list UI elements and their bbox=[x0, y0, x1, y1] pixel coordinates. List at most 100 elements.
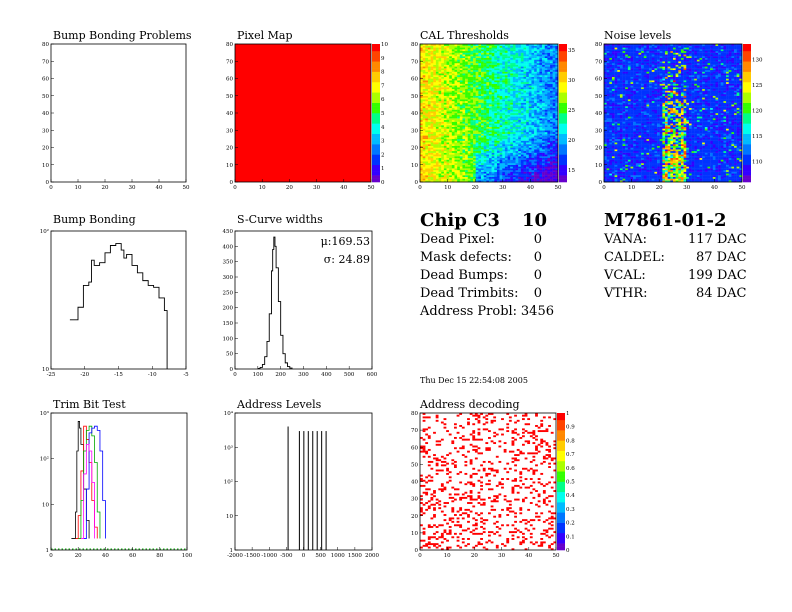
heatmap-cell bbox=[499, 126, 503, 129]
heatmap-cell bbox=[555, 161, 559, 164]
heatmap-cell bbox=[526, 152, 529, 155]
heatmap-cell bbox=[510, 166, 514, 169]
heatmap-cell bbox=[523, 138, 527, 141]
heatmap-cell bbox=[550, 47, 553, 50]
heatmap-cell bbox=[422, 137, 426, 140]
heatmap-cell bbox=[481, 66, 484, 69]
heatmap-cell bbox=[475, 44, 479, 46]
heatmap-cell bbox=[539, 69, 543, 72]
heatmap-cell bbox=[518, 56, 522, 58]
heatmap-cell bbox=[473, 68, 476, 71]
heatmap-cell bbox=[451, 140, 455, 143]
heatmap-cell bbox=[550, 163, 553, 165]
heatmap-cell bbox=[422, 157, 426, 160]
heatmap-cell bbox=[531, 80, 535, 83]
heatmap-cell bbox=[494, 147, 498, 150]
heatmap-cell bbox=[604, 130, 607, 133]
heatmap-cell bbox=[481, 61, 484, 64]
heatmap-cell bbox=[547, 45, 551, 48]
heatmap-cell bbox=[451, 75, 455, 77]
heatmap-cell bbox=[526, 149, 529, 152]
heatmap-cell bbox=[494, 138, 498, 141]
heatmap-cell bbox=[552, 90, 556, 93]
heatmap-cell bbox=[491, 149, 495, 152]
heatmap-cell bbox=[420, 121, 423, 124]
heatmap-cell bbox=[486, 126, 490, 129]
heatmap-cell bbox=[606, 149, 610, 152]
heatmap-cell bbox=[467, 164, 471, 167]
heatmap-cell bbox=[499, 116, 503, 119]
heatmap-cell bbox=[499, 81, 503, 84]
heatmap-cell bbox=[504, 161, 508, 164]
heatmap-cell bbox=[430, 76, 434, 79]
heatmap-cell bbox=[611, 57, 615, 60]
heatmap-cell bbox=[499, 123, 503, 126]
heatmap-cell bbox=[425, 154, 429, 157]
heatmap-cell bbox=[504, 52, 508, 55]
heatmap-cell bbox=[526, 71, 529, 74]
heatmap-cell bbox=[441, 104, 445, 107]
heatmap-cell bbox=[552, 178, 556, 181]
heatmap-cell bbox=[435, 71, 439, 74]
heatmap-cell bbox=[507, 62, 511, 65]
heatmap-cell bbox=[518, 94, 522, 96]
heatmap-cell bbox=[617, 133, 621, 136]
heatmap-cell bbox=[507, 159, 511, 162]
heatmap-cell bbox=[617, 73, 621, 76]
heatmap-cell bbox=[427, 156, 431, 159]
heatmap-cell bbox=[430, 107, 434, 110]
heatmap-cell bbox=[504, 90, 508, 93]
heatmap-cell bbox=[446, 121, 450, 124]
heatmap-cell bbox=[539, 80, 543, 83]
heatmap-cell bbox=[515, 137, 519, 140]
heatmap-cell bbox=[536, 64, 540, 67]
heatmap-cell bbox=[494, 125, 498, 127]
heatmap-cell bbox=[619, 90, 623, 93]
x-tick-label: 40 bbox=[156, 185, 163, 191]
heatmap-cell bbox=[617, 66, 621, 69]
heatmap-cell bbox=[531, 94, 535, 96]
heatmap-cell bbox=[433, 102, 437, 105]
heatmap-cell bbox=[430, 164, 434, 167]
heatmap-cell bbox=[420, 145, 423, 148]
heatmap-cell bbox=[555, 128, 559, 131]
heatmap-cell bbox=[504, 131, 508, 134]
heatmap-cell bbox=[528, 111, 532, 114]
heatmap-cell bbox=[433, 144, 437, 146]
heatmap-cell bbox=[552, 44, 556, 46]
heatmap-cell bbox=[622, 119, 626, 122]
heatmap-cell bbox=[475, 50, 479, 53]
heatmap-cell bbox=[515, 142, 519, 145]
heatmap-cell bbox=[430, 166, 434, 169]
heatmap-cell bbox=[544, 173, 548, 176]
heatmap-cell bbox=[531, 133, 535, 136]
heatmap-cell bbox=[614, 83, 618, 86]
heatmap-cell bbox=[454, 44, 458, 46]
heatmap-cell bbox=[481, 131, 484, 134]
heatmap-cell bbox=[619, 133, 623, 136]
heatmap-cell bbox=[507, 99, 511, 102]
heatmap-cell bbox=[435, 152, 439, 155]
heatmap-cell bbox=[504, 107, 508, 110]
heatmap-cell bbox=[478, 106, 482, 109]
heatmap-cell bbox=[531, 45, 535, 48]
heatmap-cell bbox=[604, 157, 607, 160]
heatmap-cell bbox=[446, 73, 450, 76]
heatmap-cell bbox=[441, 138, 445, 141]
heatmap-cell bbox=[604, 71, 607, 74]
heatmap-cell bbox=[504, 156, 508, 159]
heatmap-cell bbox=[531, 49, 535, 52]
heatmap-cell bbox=[451, 45, 455, 48]
heatmap-cell bbox=[449, 99, 453, 102]
heatmap-cell bbox=[433, 159, 437, 162]
heatmap-cell bbox=[617, 71, 621, 74]
heatmap-cell bbox=[611, 68, 615, 71]
heatmap-cell bbox=[496, 83, 500, 86]
heatmap-cell bbox=[420, 159, 423, 162]
heatmap-cell bbox=[534, 180, 537, 183]
heatmap-cell bbox=[441, 88, 445, 91]
heatmap-cell bbox=[451, 161, 455, 164]
heatmap-cell bbox=[486, 73, 490, 76]
heatmap-cell bbox=[606, 76, 610, 79]
heatmap-cell bbox=[475, 64, 479, 67]
